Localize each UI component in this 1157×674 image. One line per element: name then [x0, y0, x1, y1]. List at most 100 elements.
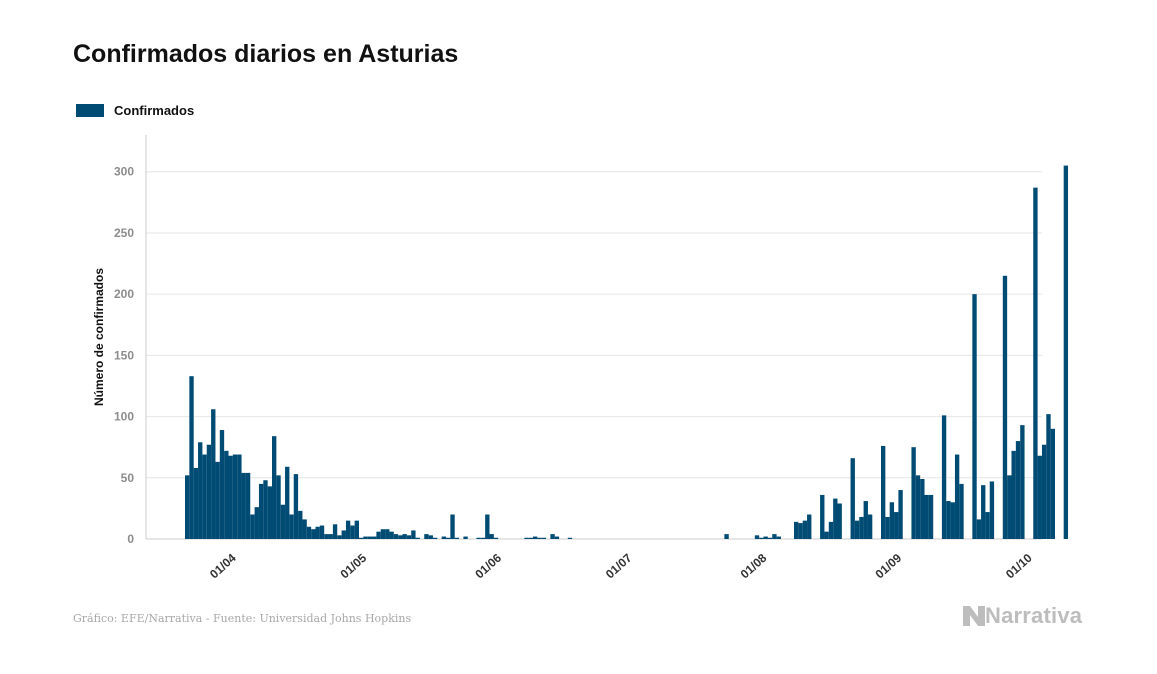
bar [959, 483, 964, 539]
bar [476, 537, 481, 539]
bar [293, 474, 299, 539]
bar [820, 494, 825, 539]
bar [767, 537, 773, 539]
bar [1011, 450, 1016, 539]
chart-title: Confirmados diarios en Asturias [73, 40, 459, 68]
bar [981, 485, 986, 539]
bar [337, 535, 342, 539]
bar [807, 514, 812, 539]
bar [454, 537, 460, 539]
bar [389, 531, 394, 539]
x-tick-label: 01/04 [207, 551, 239, 582]
bar [411, 530, 416, 539]
bar [833, 498, 838, 539]
bar [867, 514, 873, 539]
bar [920, 479, 925, 539]
bar [367, 536, 373, 539]
bar [550, 534, 555, 539]
legend-swatch [76, 104, 104, 117]
narrativa-logo-icon [963, 606, 985, 626]
bar [406, 535, 412, 539]
bar [1015, 441, 1021, 539]
source-note: Gráfico: EFE/Narrativa - Fuente: Univers… [73, 612, 412, 625]
bar [524, 537, 529, 539]
bar [193, 467, 199, 539]
x-tick-label: 01/05 [337, 551, 369, 582]
bar [1046, 414, 1051, 539]
brand-name: Narrativa [985, 603, 1083, 628]
legend: Confirmados [76, 103, 194, 118]
x-tick-label: 01/09 [873, 551, 905, 582]
bar [528, 537, 533, 539]
bar [915, 475, 921, 539]
bar [850, 458, 855, 539]
bar [319, 525, 325, 539]
bar [385, 529, 390, 539]
bar [1007, 475, 1012, 539]
bar [258, 483, 264, 539]
bar [1033, 187, 1038, 539]
brand-logo: Narrativa [963, 603, 1082, 629]
bar [393, 534, 399, 539]
bar [1041, 444, 1047, 539]
bar [824, 531, 829, 539]
bar [298, 510, 303, 539]
bar [894, 512, 899, 539]
bar [206, 444, 212, 539]
bar [885, 516, 890, 539]
bar [441, 536, 446, 539]
bar [485, 514, 490, 539]
bar [537, 537, 542, 539]
bar [202, 454, 207, 539]
bar [372, 536, 377, 539]
bar [859, 516, 864, 539]
bar [432, 537, 438, 539]
bar [554, 536, 560, 539]
bar [332, 524, 338, 539]
bar [463, 536, 468, 539]
bar [1002, 275, 1008, 539]
bar [224, 450, 229, 539]
bar [311, 529, 316, 539]
bar [724, 534, 729, 539]
x-tick-label: 01/08 [738, 551, 770, 582]
bar [828, 521, 834, 539]
bar [533, 536, 538, 539]
y-tick-label: 300 [114, 165, 134, 179]
bar [424, 534, 429, 539]
bar [350, 525, 355, 539]
y-tick-label: 100 [114, 410, 134, 424]
bar [776, 536, 781, 539]
bar [189, 376, 194, 539]
bar [985, 512, 990, 539]
x-tick-label: 01/10 [1003, 551, 1035, 582]
bar [1063, 165, 1069, 539]
bar [245, 472, 251, 539]
bar [972, 294, 977, 539]
bar [237, 454, 242, 539]
bar [854, 520, 860, 539]
bar [950, 502, 955, 539]
y-tick-label: 50 [121, 471, 135, 485]
bar [415, 537, 420, 539]
bar [354, 520, 359, 539]
bar [380, 529, 386, 539]
bar [341, 530, 346, 539]
bar [489, 534, 494, 539]
y-axis-label: Número de confirmados [92, 268, 106, 406]
bar [911, 447, 916, 539]
y-tick-label: 0 [127, 532, 134, 546]
legend-label: Confirmados [114, 103, 195, 118]
bar [363, 536, 368, 539]
bar [772, 534, 777, 539]
bar [493, 537, 499, 539]
bar [241, 472, 246, 539]
bar [306, 526, 312, 539]
bar [263, 480, 268, 539]
bar [324, 534, 329, 539]
bar [198, 442, 203, 539]
bar [763, 536, 768, 539]
bar [398, 535, 403, 539]
bar [754, 535, 760, 539]
